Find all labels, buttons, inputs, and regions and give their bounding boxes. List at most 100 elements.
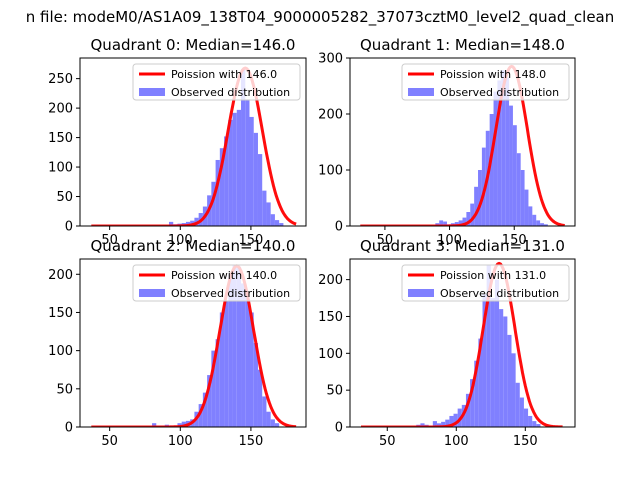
- histogram-bar: [490, 298, 495, 427]
- histogram-bar: [443, 221, 447, 226]
- histogram-bar: [168, 221, 174, 226]
- legend-box: [401, 264, 570, 302]
- legend-label-poisson: Poission with 140.0: [171, 269, 277, 282]
- y-tick-label: 250: [48, 72, 73, 87]
- histogram-bar: [493, 91, 498, 226]
- axes-frame: [349, 57, 576, 227]
- histogram-bar: [232, 112, 237, 226]
- histogram-bar: [262, 396, 267, 427]
- panel-title: Quadrant 2: Median=140.0: [91, 237, 296, 255]
- legend: Poission with 140.0 Observed distribution: [132, 264, 301, 302]
- histogram-bar: [207, 375, 212, 427]
- poisson-curve: [360, 64, 565, 226]
- histogram-bar: [523, 408, 529, 427]
- histogram-bar: [245, 293, 250, 427]
- plot-area: [91, 66, 297, 226]
- histogram-bar: [198, 404, 203, 427]
- legend-patch-swatch: [408, 289, 434, 297]
- histogram-bar: [219, 148, 225, 226]
- histogram-bar: [211, 181, 216, 226]
- histogram-bar: [499, 309, 504, 427]
- figure-suptitle: n file: modeM0/AS1A09_138T04_9000005282_…: [26, 8, 615, 27]
- histogram-bar: [270, 214, 275, 226]
- histogram-bar: [519, 397, 524, 427]
- plot-area: [360, 261, 563, 427]
- x-tick-label: 100: [168, 233, 193, 248]
- axes-frame: [79, 258, 307, 428]
- panel-quadrant-2: 50 100 150 0 50 100 150 200 Quadrant 2: Median=1…: [48, 237, 307, 449]
- histogram-bar: [266, 411, 271, 427]
- histogram-bar: [436, 423, 442, 427]
- x-tick-label: 100: [168, 434, 193, 449]
- histogram-bar: [462, 217, 467, 226]
- axes-frame: [349, 258, 576, 428]
- panel-quadrant-1: 50 100 150 0 100 200 300 Quadrant 1: Median=148…: [318, 36, 576, 248]
- panel-title: Quadrant 3: Median=131.0: [360, 237, 565, 255]
- histogram-bar: [497, 80, 502, 226]
- histogram-bar: [454, 222, 459, 226]
- histogram-bar: [224, 301, 229, 427]
- y-tick-label: 100: [318, 164, 343, 179]
- histogram-bar: [516, 153, 521, 226]
- panel-quadrant-3: 50 100 150 0 50 100 150 200 Quadrant 3: Median=1…: [318, 237, 576, 449]
- legend-label-poisson: Poission with 148.0: [440, 68, 546, 81]
- y-tick-label: 200: [48, 268, 73, 283]
- y-tick-label: 50: [326, 384, 343, 399]
- histogram-bar: [478, 338, 483, 427]
- histogram-bar: [232, 265, 237, 427]
- legend-patch-swatch: [139, 289, 165, 297]
- histogram-bar: [520, 170, 525, 226]
- histogram-bar: [439, 220, 444, 226]
- poisson-curve: [360, 261, 563, 427]
- histogram-bar: [228, 119, 233, 226]
- histogram-bar: [279, 223, 284, 226]
- y-tick-label: 0: [335, 220, 343, 235]
- histogram-bar: [266, 202, 271, 226]
- histogram-bar: [489, 114, 494, 226]
- histogram-bar: [507, 334, 512, 427]
- plot-area: [91, 264, 297, 427]
- legend-label-observed: Observed distribution: [171, 86, 290, 99]
- histogram-bar: [219, 312, 225, 427]
- histogram-bar: [528, 415, 533, 427]
- histogram-bar: [245, 99, 250, 226]
- panel-title: Quadrant 0: Median=146.0: [91, 36, 296, 54]
- y-tick-label: 100: [48, 161, 73, 176]
- y-tick-label: 200: [48, 102, 73, 117]
- y-tick-label: 0: [65, 421, 73, 436]
- histogram-bar: [215, 159, 220, 226]
- panel-title: Quadrant 1: Median=148.0: [360, 36, 565, 54]
- histogram-bar: [540, 223, 544, 226]
- histogram-bar: [274, 423, 280, 427]
- y-tick-label: 100: [318, 347, 343, 362]
- histogram-bar: [474, 360, 479, 427]
- legend-box: [132, 63, 301, 101]
- histogram-bar: [249, 312, 254, 427]
- histogram-bar: [470, 379, 475, 427]
- histogram-bar: [536, 220, 541, 226]
- histogram-bar: [505, 77, 510, 226]
- histogram-bar: [466, 212, 471, 226]
- histogram-bar: [478, 170, 482, 226]
- legend-label-poisson: Poission with 131.0: [440, 269, 546, 282]
- histogram-bar: [152, 423, 157, 427]
- y-tick-label: 0: [65, 220, 73, 235]
- y-tick-label: 0: [335, 421, 343, 436]
- histogram-bar: [228, 274, 233, 427]
- legend-label-observed: Observed distribution: [171, 287, 290, 300]
- legend: Poission with 146.0 Observed distribution: [132, 63, 301, 101]
- y-tick-label: 300: [318, 52, 343, 67]
- histogram-bar: [262, 190, 267, 226]
- histogram-bar: [503, 316, 508, 427]
- histogram-bar: [249, 116, 254, 226]
- histogram-bar: [270, 419, 275, 427]
- histogram-bar: [543, 224, 548, 226]
- histogram-bar: [474, 186, 479, 226]
- x-tick-label: 150: [502, 233, 527, 248]
- legend-label-observed: Observed distribution: [440, 287, 559, 300]
- x-tick-label: 50: [101, 233, 118, 248]
- legend-patch-swatch: [408, 88, 434, 96]
- histogram-bar: [494, 279, 500, 427]
- panel-quadrant-0: 50 100 150 0 50 100 150 200 250 Quadrant 0: Media…: [48, 36, 307, 248]
- histogram-bar: [470, 203, 475, 226]
